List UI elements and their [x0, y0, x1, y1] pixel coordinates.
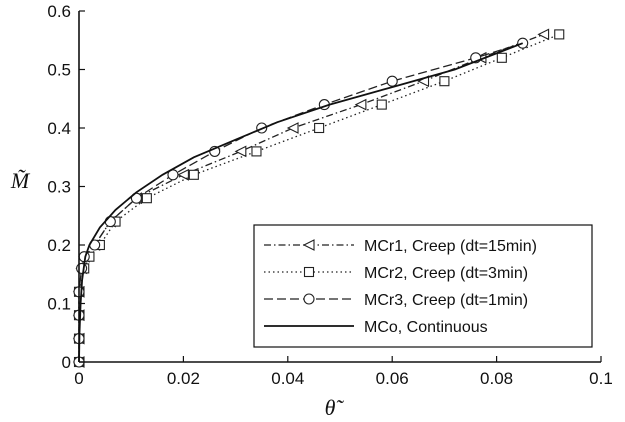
legend-label-1: MCr1, Creep (dt=15min) [364, 238, 537, 255]
series-3-point [386, 75, 398, 87]
series-2-point [141, 193, 152, 204]
series-1-point [537, 28, 550, 41]
legend-marker-2 [303, 266, 315, 278]
series-1-point [354, 98, 367, 111]
series-3-point [517, 37, 529, 49]
series-3-point [104, 216, 116, 228]
series-2-point [376, 99, 387, 110]
y-axis-label: M̃ [10, 168, 31, 193]
series-2-point [251, 146, 262, 157]
series-1-point [177, 168, 189, 181]
series-2-point [439, 76, 450, 87]
x-tick-label: 0.1 [589, 369, 613, 388]
series-2-point [314, 122, 325, 134]
x-axis-label: θ̃ [325, 395, 345, 420]
legend-marker-3 [303, 293, 315, 305]
series-2-point [554, 29, 565, 40]
series-2-point [188, 169, 199, 180]
y-tick-label: 0.4 [47, 119, 71, 138]
legend: MCr1, Creep (dt=15min) MCr2, Creep (dt=3m… [253, 224, 593, 348]
legend-label-2: MCr2, Creep (dt=3min) [364, 265, 528, 282]
y-tick-label: 0.6 [47, 2, 71, 21]
series-line-4 [78, 42, 524, 363]
x-tick-label: 0.04 [271, 369, 304, 388]
axes: 0 0.02 0.04 0.06 0.08 0.1 0 0.1 0.2 0.3 0.4 0.5 0.6 θ… [10, 2, 613, 420]
y-tick-label: 0.1 [47, 295, 71, 314]
legend-label-4: MCo, Continuous [364, 319, 488, 336]
x-tick-label: 0.02 [167, 369, 200, 388]
x-tick-label: 0 [74, 369, 83, 388]
legend-label-3: MCr3, Creep (dt=1min) [364, 292, 528, 309]
y-tick-label: 0.2 [47, 236, 71, 255]
x-tick-label: 0.06 [376, 369, 409, 388]
legend-marker-1 [302, 239, 315, 251]
y-tick-label: 0.3 [47, 178, 71, 197]
y-tick-label: 0.5 [47, 61, 71, 80]
y-tick-label: 0 [62, 353, 71, 372]
series-3-point [76, 262, 88, 274]
series-1-point [234, 145, 247, 158]
x-tick-label: 0.08 [480, 369, 513, 388]
series-1-point [286, 122, 299, 134]
series-2-point [496, 52, 507, 63]
